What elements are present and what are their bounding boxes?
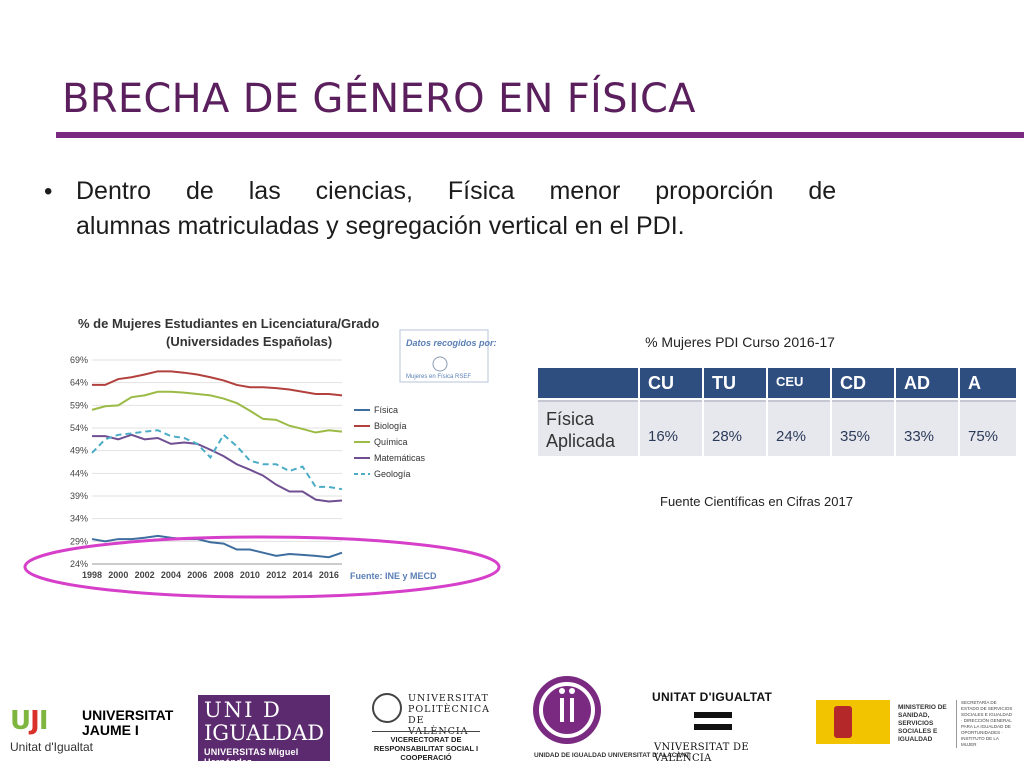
rsef-note-box (399, 329, 489, 383)
table-row: Física Aplicada 16% 28% 24% 35% 33% 75% (538, 400, 1016, 456)
x-tick-label: 2000 (108, 570, 128, 580)
umh-sub: UNIVERSITAS Miguel Hernández (204, 747, 299, 767)
slide-title: BRECHA DE GÉNERO EN FÍSICA (62, 76, 696, 122)
chart-series (91, 370, 343, 559)
uv-equal-icon-top (694, 712, 732, 718)
spain-crest-icon (834, 706, 852, 738)
bullet-line-2: alumnas matriculadas y segregación verti… (76, 212, 685, 240)
header-ad: AD (896, 368, 958, 400)
uv-university: VNIVERSITAT DE VALÈNCIA (654, 742, 749, 764)
y-tick-label: 49% (70, 446, 88, 456)
chart-subtitle: (Universidades Españolas) (166, 334, 332, 349)
uji-name: UNIVERSITAT JAUME I (82, 707, 174, 738)
legend-label: Biología (374, 421, 407, 431)
series-line (92, 433, 343, 503)
uji-unit: Unitat d'Igualtat (10, 740, 94, 754)
umh-line-2: IGUALDAD (204, 721, 325, 745)
y-tick-label: 29% (70, 536, 88, 546)
spain-flag-icon (816, 700, 890, 744)
bullet-icon: • (44, 178, 53, 205)
header-tu: TU (704, 368, 766, 400)
x-tick-label: 2004 (161, 570, 181, 580)
umh-line-1: UNI D (204, 698, 282, 722)
chart-title: % de Mujeres Estudiantes en Licenciatura… (78, 316, 379, 331)
x-tick-label: 1998 (82, 570, 102, 580)
legend-label: Matemáticas (374, 453, 426, 463)
umh-igualdad-logo: UNI D IGUALDAD UNIVERSITAS Miguel Hernán… (198, 695, 330, 767)
header-a: A (960, 368, 1016, 400)
chart-x-axis: 1998 2000 2002 2004 2006 2008 2010 2012 2014 2016 (82, 570, 339, 580)
ua-sub: UNIDAD DE IGUALDAD UNIVERSITAT D'ALACANT (534, 752, 690, 759)
cell-cd: 35% (832, 400, 894, 456)
cell-ceu: 24% (768, 400, 830, 456)
y-tick-label: 54% (70, 423, 88, 433)
uji-mark: UJI (10, 706, 48, 736)
bullet-text: Dentro de las ciencias, Física menor pro… (76, 174, 924, 244)
ua-emblem-icon (533, 676, 601, 744)
rsef-note: Datos recogidos por: Mujeres en Física R… (399, 329, 497, 383)
series-line (91, 534, 343, 559)
bullet-point: • Dentro de las ciencias, Física menor p… (44, 174, 924, 244)
header-cu: CU (640, 368, 702, 400)
y-tick-label: 69% (70, 355, 88, 365)
table-source: Fuente Científicas en Cifras 2017 (660, 494, 853, 509)
ministry-logo: MINISTERIO DE SANIDAD, SERVICIOS SOCIALE… (816, 700, 1016, 752)
x-tick-label: 2002 (135, 570, 155, 580)
cell-ad: 33% (896, 400, 958, 456)
chart-source: Fuente: INE y MECD (350, 571, 437, 581)
series-line (92, 370, 343, 397)
x-tick-label: 2012 (266, 570, 286, 580)
uv-equal-icon-bottom (694, 724, 732, 730)
header-ceu: CEU (768, 368, 830, 400)
y-tick-label: 34% (70, 514, 88, 524)
uv-name: UNITAT D'IGUALTAT (652, 690, 773, 704)
y-tick-label: 24% (70, 559, 88, 569)
legend-label: Física (374, 405, 398, 415)
rsef-note-source: Mujeres en Física RSEF (406, 374, 471, 380)
header-cd: CD (832, 368, 894, 400)
x-tick-label: 2010 (240, 570, 260, 580)
chart-y-axis: 69% 64% 59% 54% 49% 44% 39% 34% 29% 24% (70, 355, 342, 569)
uv-igualtat-logo: UNITAT D'IGUALTAT VNIVERSITAT DE VALÈNCI… (652, 690, 776, 764)
x-tick-label: 2014 (293, 570, 313, 580)
x-tick-label: 2008 (214, 570, 234, 580)
uji-logo: UJI UNIVERSITAT JAUME I Unitat d'Igualta… (10, 700, 174, 756)
upv-sub: VICERECTORAT DE RESPONSABILITAT SOCIAL I… (373, 735, 479, 762)
x-tick-label: 2006 (187, 570, 207, 580)
fisica-highlight-ellipse (23, 535, 501, 599)
ministry-name: MINISTERIO DE SANIDAD, SERVICIOS SOCIALE… (898, 704, 947, 743)
upv-rule (372, 731, 480, 732)
y-tick-label: 44% (70, 468, 88, 478)
rsef-logo-icon (432, 356, 448, 372)
row-label: Física Aplicada (538, 400, 638, 456)
title-divider (56, 132, 1024, 138)
ministry-departments: SECRETARÍA DE ESTADO DE SERVICIOS SOCIAL… (956, 700, 1014, 748)
legend-label: Química (374, 437, 408, 447)
upv-seal-icon (372, 693, 402, 723)
ua-igualdad-logo: UNIDAD DE IGUALDAD UNIVERSITAT D'ALACANT (530, 672, 690, 764)
table-header-row: CU TU CEU CD AD A (538, 368, 1016, 400)
pdi-table: CU TU CEU CD AD A Física Aplicada 16% 28… (536, 368, 1018, 456)
bullet-line-1: Dentro de las ciencias, Física menor pro… (76, 177, 837, 205)
rsef-note-label: Datos recogidos por: (406, 338, 497, 348)
series-line (91, 390, 343, 434)
chart-legend: Física Biología Química Matemáticas Geología (354, 405, 426, 479)
y-tick-label: 59% (70, 400, 88, 410)
cell-tu: 28% (704, 400, 766, 456)
y-tick-label: 39% (70, 491, 88, 501)
cell-cu: 16% (640, 400, 702, 456)
legend-label: Geología (374, 469, 411, 479)
header-empty (538, 368, 638, 400)
cell-a: 75% (960, 400, 1016, 456)
table-caption: % Mujeres PDI Curso 2016-17 (645, 334, 835, 350)
upv-logo: UNIVERSITAT POLITÈCNICA DE VALÈNCIA VICE… (372, 693, 489, 763)
x-tick-label: 2016 (319, 570, 339, 580)
y-tick-label: 64% (70, 378, 88, 388)
